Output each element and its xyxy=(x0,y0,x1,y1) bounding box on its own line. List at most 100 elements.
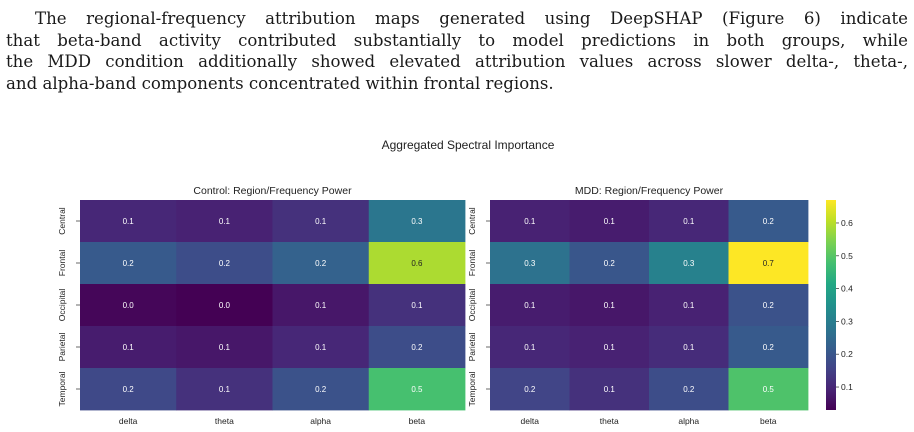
column-label: beta xyxy=(409,416,426,426)
heatmap-cell xyxy=(490,200,570,243)
heatmap-cell xyxy=(490,284,570,327)
heatmap-cell xyxy=(728,326,809,369)
column-label: alpha xyxy=(310,416,331,426)
heatmap-cell xyxy=(569,368,650,411)
cell-value-label: 0.2 xyxy=(315,259,327,268)
colorbar: 0.1 0.2 0.3 0.4 0.5 0.6 xyxy=(826,200,853,410)
heatmap-cell xyxy=(176,368,273,411)
heatmap-cell xyxy=(80,368,177,411)
cell-value-label: 0.1 xyxy=(524,217,536,226)
cell-value-label: 0.2 xyxy=(604,259,616,268)
colorbar-tick-label: 0.3 xyxy=(841,316,853,326)
cell-value-label: 0.7 xyxy=(763,259,775,268)
column-label: theta xyxy=(600,416,619,426)
cell-value-label: 0.2 xyxy=(763,343,775,352)
heatmap-cell xyxy=(728,284,809,327)
panel-title: MDD: Region/Frequency Power xyxy=(575,185,724,197)
heatmap-cell xyxy=(272,242,370,285)
cell-value-label: 0.3 xyxy=(411,217,423,226)
cell-value-label: 0.2 xyxy=(123,259,135,268)
heatmap-panel: MDD: Region/Frequency Power 0.1 0.1 0.1 0.2 0… xyxy=(467,185,809,426)
cell-value-label: 0.2 xyxy=(123,385,135,394)
cell-value-label: 0.2 xyxy=(763,301,775,310)
heatmap-cell xyxy=(272,368,370,411)
colorbar-gradient xyxy=(826,200,836,410)
panel-title: Control: Region/Frequency Power xyxy=(193,185,352,197)
cell-value-label: 0.2 xyxy=(219,259,231,268)
figure-suptitle: Aggregated Spectral Importance xyxy=(382,138,555,152)
cell-value-label: 0.1 xyxy=(683,217,695,226)
cell-value-label: 0.1 xyxy=(315,343,327,352)
heatmap-cell xyxy=(569,326,650,369)
heatmap-cell xyxy=(728,242,809,285)
row-label: Central xyxy=(467,207,477,235)
cell-value-label: 0.2 xyxy=(315,385,327,394)
colorbar-tick-label: 0.5 xyxy=(841,251,853,261)
heatmap-cell xyxy=(490,368,570,411)
cell-value-label: 0.1 xyxy=(123,343,135,352)
heatmap-cell xyxy=(80,242,177,285)
cell-value-label: 0.1 xyxy=(683,343,695,352)
cell-value-label: 0.2 xyxy=(763,217,775,226)
heatmap-cell xyxy=(649,368,729,411)
row-label: Temporal xyxy=(467,371,477,406)
cell-value-label: 0.1 xyxy=(604,343,616,352)
cell-value-label: 0.3 xyxy=(683,259,695,268)
heatmap-cell xyxy=(569,284,650,327)
body-paragraph: The regional-frequency attribution maps … xyxy=(6,8,908,94)
heatmap-cell xyxy=(649,242,729,285)
heatmap-cell xyxy=(569,200,650,243)
cell-value-label: 0.3 xyxy=(524,259,536,268)
row-label: Frontal xyxy=(467,250,477,277)
heatmap-cell xyxy=(272,284,370,327)
row-label: Central xyxy=(57,207,67,235)
paragraph-line: the MDD condition additionally showed el… xyxy=(6,52,908,71)
cell-value-label: 0.1 xyxy=(524,343,536,352)
column-label: delta xyxy=(119,416,138,426)
row-label: Temporal xyxy=(57,371,67,406)
paragraph-line: The regional-frequency attribution maps … xyxy=(35,9,908,28)
heatmap-cell xyxy=(368,242,466,285)
heatmap-cell xyxy=(649,326,729,369)
cell-value-label: 0.6 xyxy=(411,259,423,268)
cell-value-label: 0.1 xyxy=(683,301,695,310)
colorbar-tick-label: 0.4 xyxy=(841,284,853,294)
heatmap-cell xyxy=(728,200,809,243)
heatmap-cell xyxy=(80,326,177,369)
cell-value-label: 0.5 xyxy=(411,385,423,394)
cell-value-label: 0.1 xyxy=(411,301,423,310)
column-label: beta xyxy=(760,416,777,426)
cell-value-label: 0.1 xyxy=(604,385,616,394)
cell-value-label: 0.1 xyxy=(219,343,231,352)
column-label: theta xyxy=(215,416,234,426)
heatmap-cell xyxy=(490,326,570,369)
heatmap-cell xyxy=(272,200,370,243)
column-label: delta xyxy=(521,416,540,426)
heatmap-cell xyxy=(176,242,273,285)
row-label: Parietal xyxy=(467,332,477,361)
heatmap-cell xyxy=(80,200,177,243)
heatmap-cell xyxy=(272,326,370,369)
cell-value-label: 0.1 xyxy=(524,301,536,310)
heatmap-cell xyxy=(368,284,466,327)
colorbar-tick-label: 0.1 xyxy=(841,382,853,392)
heatmap-cell xyxy=(176,200,273,243)
paragraph-line: that beta-band activity contributed subs… xyxy=(6,30,908,50)
cell-value-label: 0.2 xyxy=(524,385,536,394)
heatmap-cell xyxy=(569,242,650,285)
row-label: Frontal xyxy=(57,250,67,277)
cell-value-label: 0.1 xyxy=(123,217,135,226)
cell-value-label: 0.0 xyxy=(219,301,231,310)
heatmap-panel: Control: Region/Frequency Power 0.1 0.1 0.1… xyxy=(57,185,466,426)
heatmap-cell xyxy=(490,242,570,285)
cell-value-label: 0.2 xyxy=(683,385,695,394)
heatmap-cell xyxy=(176,284,273,327)
heatmap-cell xyxy=(649,284,729,327)
heatmap-cell xyxy=(728,368,809,411)
cell-value-label: 0.1 xyxy=(315,217,327,226)
cell-value-label: 0.1 xyxy=(219,385,231,394)
cell-value-label: 0.1 xyxy=(604,217,616,226)
paragraph-line: and alpha-band components concentrated w… xyxy=(6,73,554,93)
cell-value-label: 0.1 xyxy=(315,301,327,310)
